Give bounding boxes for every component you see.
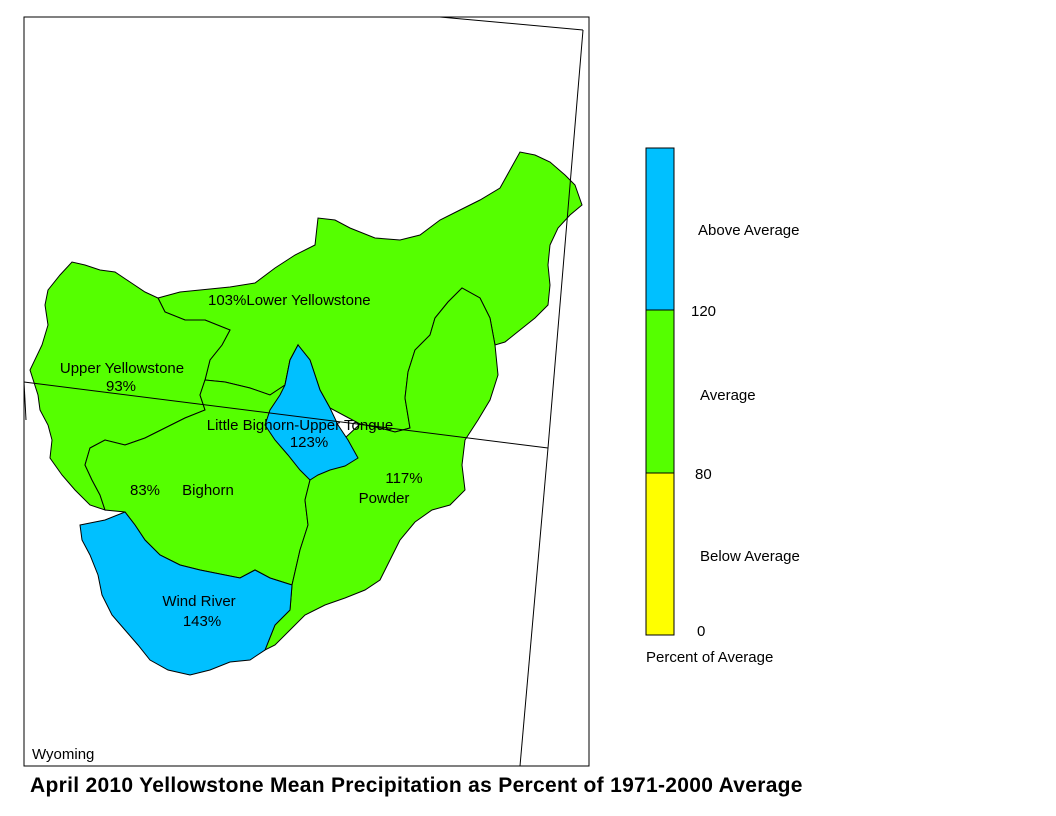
label-upper-yellowstone-name: Upper Yellowstone bbox=[60, 360, 184, 377]
label-upper-yellowstone-percent: 93% bbox=[106, 378, 136, 395]
basins-layer bbox=[29, 151, 583, 676]
state-line-top bbox=[439, 16, 584, 31]
label-little-bighorn-percent: 123% bbox=[290, 434, 328, 451]
basin-powder[interactable] bbox=[264, 287, 499, 652]
label-wind-river-name: Wind River bbox=[162, 593, 235, 610]
legend: Above Average Average Below Average 120 … bbox=[645, 147, 800, 666]
label-powder-percent: 117% bbox=[385, 470, 422, 487]
legend-label-average: Average bbox=[700, 387, 756, 404]
state-line-east bbox=[519, 447, 549, 767]
legend-title: Percent of Average bbox=[646, 649, 773, 666]
label-little-bighorn-name: Little Bighorn-Upper Tongue bbox=[207, 417, 394, 434]
legend-tick-120: 120 bbox=[691, 303, 716, 320]
lower-yellowstone-name: Lower Yellowstone bbox=[246, 292, 370, 309]
legend-swatch-average bbox=[645, 309, 675, 474]
state-label: Wyoming bbox=[32, 746, 94, 763]
label-lower-yellowstone: 103%Lower Yellowstone bbox=[208, 292, 371, 309]
legend-swatch-above bbox=[645, 147, 675, 311]
state-line-west bbox=[23, 381, 27, 421]
label-wind-river-percent: 143% bbox=[183, 613, 221, 630]
state-line-montana-wyoming bbox=[23, 381, 549, 449]
label-powder-name: Powder bbox=[359, 490, 410, 507]
state-line-north-east bbox=[547, 29, 584, 449]
label-bighorn-name: Bighorn bbox=[182, 482, 234, 499]
legend-label-above: Above Average bbox=[698, 222, 799, 239]
map-title: April 2010 Yellowstone Mean Precipitatio… bbox=[30, 774, 803, 797]
legend-label-below: Below Average bbox=[700, 548, 800, 565]
legend-tick-0: 0 bbox=[697, 623, 705, 640]
legend-tick-80: 80 bbox=[695, 466, 712, 483]
state-boundaries bbox=[23, 16, 584, 767]
basin-labels: 103%Lower Yellowstone Upper Yellowstone … bbox=[60, 292, 423, 630]
lower-yellowstone-percent: 103% bbox=[208, 292, 246, 309]
label-bighorn-percent: 83% bbox=[130, 482, 160, 499]
legend-swatch-below bbox=[645, 472, 675, 636]
basin-wind-river[interactable] bbox=[79, 511, 293, 676]
